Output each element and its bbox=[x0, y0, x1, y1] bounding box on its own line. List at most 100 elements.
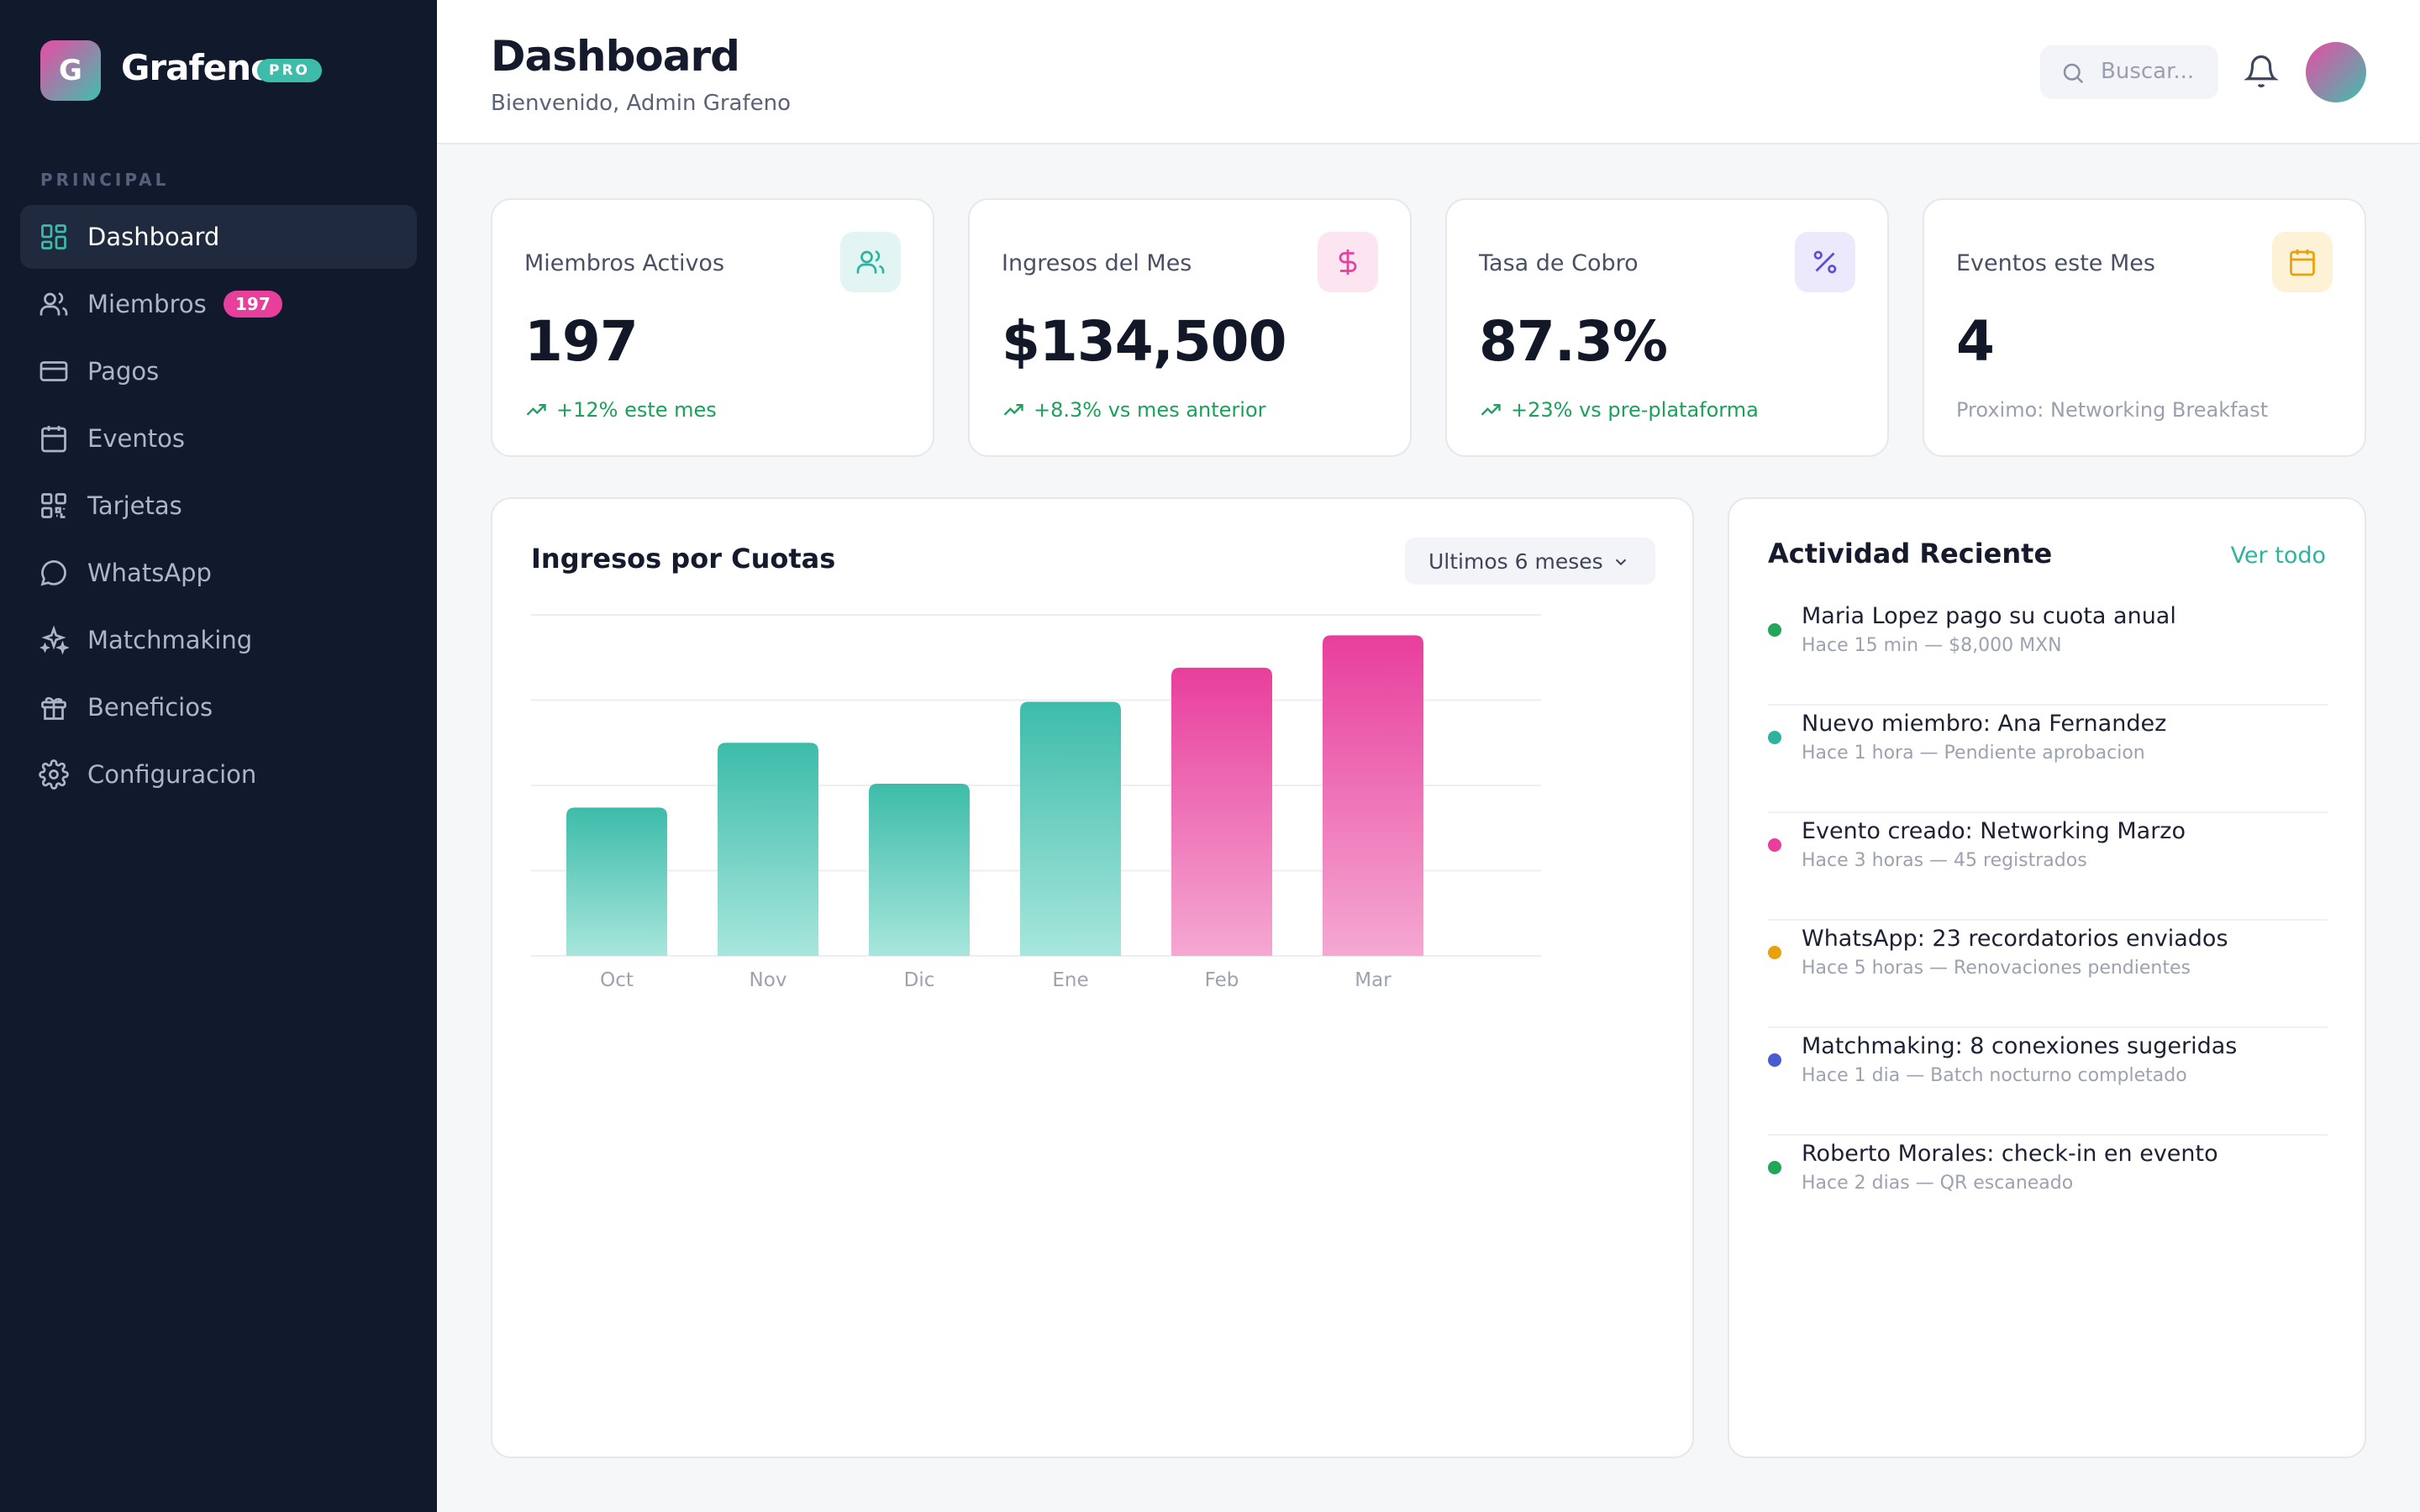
chart-title: Ingresos por Cuotas bbox=[531, 543, 836, 575]
trend-up-icon bbox=[526, 404, 546, 416]
percent-icon bbox=[1795, 232, 1855, 292]
sidebar: G Grafeno PRO PRINCIPAL Dashboard Miembr… bbox=[0, 0, 437, 1512]
chart-bar-dic[interactable] bbox=[869, 783, 970, 956]
revenue-chart-card: Ingresos por Cuotas Ultimos 6 meses Oct N… bbox=[491, 497, 1694, 1458]
sidebar-item-beneficios[interactable]: Beneficios bbox=[20, 675, 417, 739]
activity-item-subtitle: Hace 3 horas — 45 registrados bbox=[1802, 850, 2087, 871]
stat-card-tasa: Tasa de Cobro 87.3% +23% vs pre-platafor… bbox=[1445, 198, 1889, 457]
status-dot bbox=[1768, 838, 1781, 852]
brand-logo[interactable]: G bbox=[40, 40, 101, 101]
stat-label: Eventos este Mes bbox=[1956, 250, 2155, 276]
page-title: Dashboard bbox=[491, 32, 740, 81]
sidebar-item-label: Eventos bbox=[87, 424, 185, 453]
brand-logo-letter: G bbox=[59, 54, 82, 87]
chart-bar-oct[interactable] bbox=[566, 807, 667, 956]
activity-card: Actividad Reciente Ver todo Maria Lopez … bbox=[1728, 497, 2366, 1458]
activity-item[interactable]: WhatsApp: 23 recordatorios enviados Hace… bbox=[1768, 921, 2328, 1028]
sidebar-item-tarjetas[interactable]: Tarjetas bbox=[20, 474, 417, 538]
stat-card-ingresos: Ingresos del Mes $134,500 +8.3% vs mes a… bbox=[968, 198, 1412, 457]
chart-bar-mar[interactable] bbox=[1323, 635, 1423, 956]
bar-chart: Oct Nov Dic Ene Feb Mar bbox=[531, 614, 1541, 991]
view-all-link[interactable]: Ver todo bbox=[2230, 543, 2326, 569]
activity-item-subtitle: Hace 5 horas — Renovaciones pendientes bbox=[1802, 958, 2191, 979]
activity-item-title: WhatsApp: 23 recordatorios enviados bbox=[1802, 926, 2228, 952]
trend-up-icon bbox=[1003, 404, 1023, 416]
grid-icon bbox=[41, 224, 66, 249]
sidebar-item-label: Tarjetas bbox=[87, 491, 182, 520]
status-dot bbox=[1768, 946, 1781, 959]
range-dropdown-label: Ultimos 6 meses bbox=[1428, 549, 1603, 574]
sidebar-item-whatsapp[interactable]: WhatsApp bbox=[20, 541, 417, 605]
stat-trend: Proximo: Networking Breakfast bbox=[1956, 398, 2268, 422]
activity-item-subtitle: Hace 2 dias — QR escaneado bbox=[1802, 1173, 2074, 1194]
activity-item[interactable]: Roberto Morales: check-in en evento Hace… bbox=[1768, 1136, 2328, 1243]
gear-icon bbox=[39, 759, 69, 790]
stat-trend-text: +12% este mes bbox=[556, 398, 717, 422]
top-header: Dashboard Bienvenido, Admin Grafeno Busc… bbox=[437, 0, 2420, 144]
search-input[interactable]: Buscar... bbox=[2040, 45, 2218, 99]
activity-item-subtitle: Hace 15 min — $8,000 MXN bbox=[1802, 635, 2062, 656]
chart-x-tick-label: Oct bbox=[600, 969, 634, 991]
sidebar-item-label: Miembros bbox=[87, 290, 207, 318]
activity-item[interactable]: Nuevo miembro: Ana Fernandez Hace 1 hora… bbox=[1768, 706, 2328, 813]
page-subtitle: Bienvenido, Admin Grafeno bbox=[491, 91, 791, 116]
stat-trend-text: +8.3% vs mes anterior bbox=[1034, 398, 1266, 422]
stat-trend: +12% este mes bbox=[524, 398, 717, 422]
stat-trend: +8.3% vs mes anterior bbox=[1002, 398, 1266, 422]
sidebar-item-configuracion[interactable]: Configuracion bbox=[20, 743, 417, 806]
qr-code-icon bbox=[41, 493, 66, 518]
chart-bar-feb[interactable] bbox=[1171, 667, 1272, 956]
chart-x-tick-label: Mar bbox=[1355, 969, 1392, 991]
bell-icon[interactable] bbox=[2244, 54, 2279, 89]
chart-x-tick-label: Nov bbox=[750, 969, 787, 991]
chart-bar-nov[interactable] bbox=[718, 743, 818, 956]
activity-item-subtitle: Hace 1 hora — Pendiente aprobacion bbox=[1802, 743, 2145, 764]
sidebar-item-dashboard[interactable]: Dashboard bbox=[20, 205, 417, 269]
calendar-icon bbox=[41, 426, 66, 453]
credit-card-icon bbox=[39, 361, 68, 381]
sidebar-item-matchmaking[interactable]: Matchmaking bbox=[20, 608, 417, 672]
sidebar-section-label: PRINCIPAL bbox=[40, 170, 170, 190]
sidebar-item-label: WhatsApp bbox=[87, 559, 212, 587]
chart-x-tick-label: Feb bbox=[1205, 969, 1239, 991]
status-dot bbox=[1768, 1161, 1781, 1174]
activity-item-title: Roberto Morales: check-in en evento bbox=[1802, 1141, 2218, 1167]
stat-card-miembros: Miembros Activos 197 +12% este mes bbox=[491, 198, 934, 457]
users-icon bbox=[840, 232, 901, 292]
sidebar-item-label: Configuracion bbox=[87, 760, 257, 789]
status-dot bbox=[1768, 623, 1781, 637]
status-dot bbox=[1768, 1053, 1781, 1067]
activity-item[interactable]: Matchmaking: 8 conexiones sugeridas Hace… bbox=[1768, 1028, 2328, 1136]
chart-bar-ene[interactable] bbox=[1020, 701, 1121, 956]
sidebar-item-pagos[interactable]: Pagos bbox=[20, 339, 417, 403]
range-dropdown[interactable]: Ultimos 6 meses bbox=[1405, 538, 1655, 585]
stat-trend: +23% vs pre-plataforma bbox=[1479, 398, 1759, 422]
activity-item-subtitle: Hace 1 dia — Batch nocturno completado bbox=[1802, 1065, 2187, 1086]
status-dot bbox=[1768, 731, 1781, 744]
search-placeholder: Buscar... bbox=[2101, 59, 2195, 84]
members-count-badge: 197 bbox=[224, 291, 282, 318]
sparkles-icon bbox=[39, 625, 69, 655]
brand-name: Grafeno bbox=[121, 47, 275, 88]
activity-item[interactable]: Evento creado: Networking Marzo Hace 3 h… bbox=[1768, 813, 2328, 921]
sidebar-item-eventos[interactable]: Eventos bbox=[20, 407, 417, 470]
activity-item-title: Matchmaking: 8 conexiones sugeridas bbox=[1802, 1033, 2238, 1059]
sidebar-item-label: Dashboard bbox=[87, 223, 220, 251]
stat-label: Miembros Activos bbox=[524, 250, 725, 276]
user-avatar[interactable] bbox=[2306, 42, 2366, 102]
chart-x-tick-label: Dic bbox=[904, 969, 935, 991]
pro-badge: PRO bbox=[257, 59, 323, 82]
activity-item[interactable]: Maria Lopez pago su cuota anual Hace 15 … bbox=[1768, 598, 2328, 706]
chat-bubble-icon bbox=[40, 560, 66, 586]
activity-item-title: Nuevo miembro: Ana Fernandez bbox=[1802, 711, 2167, 737]
calendar-icon bbox=[2272, 232, 2333, 292]
chart-x-tick-label: Ene bbox=[1052, 969, 1088, 991]
stat-value: 4 bbox=[1956, 309, 1995, 374]
dollar-icon bbox=[1318, 232, 1378, 292]
chevron-down-icon bbox=[1615, 559, 1627, 566]
search-icon bbox=[2063, 63, 2084, 84]
stat-trend-text: Proximo: Networking Breakfast bbox=[1956, 398, 2269, 422]
sidebar-item-miembros[interactable]: Miembros 197 bbox=[20, 272, 417, 336]
stat-trend-text: +23% vs pre-plataforma bbox=[1511, 398, 1759, 422]
stat-label: Ingresos del Mes bbox=[1002, 250, 1192, 276]
